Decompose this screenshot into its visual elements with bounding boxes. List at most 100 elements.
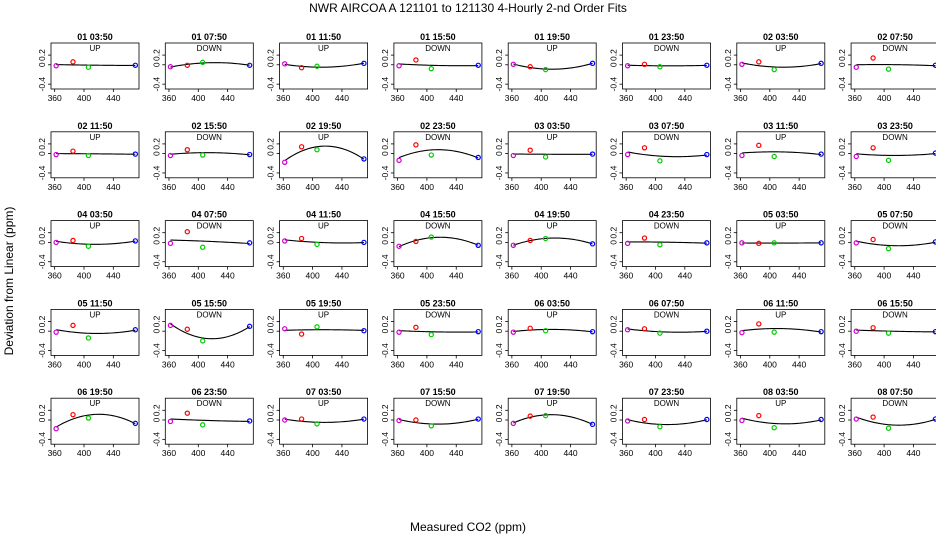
data-point bbox=[184, 147, 190, 153]
x-tick-label: 400 bbox=[191, 359, 205, 369]
x-tick-label: 360 bbox=[505, 359, 519, 369]
y-tick-label: 0.2 bbox=[609, 49, 619, 61]
x-tick-label: 440 bbox=[792, 271, 806, 281]
panel-title: 03 03:50 bbox=[534, 121, 570, 131]
data-point bbox=[199, 59, 206, 66]
panel: 07 19:50 UP 360 400 440 -0.4 00.2 bbox=[494, 387, 597, 458]
data-point bbox=[704, 62, 710, 68]
panel-direction: DOWN bbox=[425, 310, 451, 319]
data-point bbox=[282, 238, 288, 244]
data-point bbox=[184, 62, 190, 68]
data-point bbox=[641, 235, 648, 241]
y-tick-label: -0.4 bbox=[151, 77, 161, 92]
data-point bbox=[413, 324, 419, 331]
data-point bbox=[756, 240, 762, 247]
data-point bbox=[771, 425, 777, 431]
y-tick-label: 0.2 bbox=[723, 49, 733, 61]
data-point bbox=[818, 416, 824, 423]
x-tick-label: 360 bbox=[848, 182, 862, 192]
panel: 02 11:50 UP 360 400 440 -0.4 00.2 bbox=[37, 121, 140, 192]
data-point bbox=[624, 240, 631, 247]
x-tick-label: 360 bbox=[848, 448, 862, 458]
x-tick-label: 360 bbox=[390, 271, 404, 281]
panel-direction: UP bbox=[89, 44, 100, 53]
y-tick-label: 0.2 bbox=[723, 404, 733, 416]
data-point bbox=[527, 325, 533, 331]
panel-frame bbox=[164, 131, 254, 179]
y-tick-label: 0.2 bbox=[837, 49, 847, 61]
data-point bbox=[739, 417, 745, 424]
data-point bbox=[853, 153, 859, 160]
panel-direction: DOWN bbox=[654, 399, 680, 408]
y-tick-label: 0 bbox=[151, 62, 161, 67]
data-point bbox=[885, 157, 892, 164]
data-point bbox=[870, 236, 876, 243]
data-point bbox=[870, 145, 876, 151]
panel-title: 07 19:50 bbox=[534, 387, 570, 397]
data-point bbox=[542, 235, 549, 242]
panel-direction: UP bbox=[89, 399, 100, 408]
panel: 01 19:50 UP 360 400 440 -0.4 00.2 bbox=[494, 32, 597, 103]
x-tick-label: 400 bbox=[534, 448, 548, 458]
x-tick-label: 400 bbox=[420, 359, 434, 369]
panel-direction: UP bbox=[318, 222, 329, 231]
fit-curve bbox=[170, 62, 250, 68]
data-point bbox=[756, 412, 762, 419]
panel: 03 07:50 DOWN 360 400 440 -0.4 00.2 bbox=[609, 121, 711, 192]
data-point bbox=[298, 416, 305, 422]
x-tick-label: 360 bbox=[48, 359, 62, 369]
panel: 07 23:50 DOWN 360 400 440 -0.4 00.2 bbox=[609, 387, 711, 458]
panel-direction: UP bbox=[775, 222, 786, 231]
data-point bbox=[542, 328, 549, 334]
x-tick-label: 400 bbox=[191, 448, 205, 458]
y-tick-label: 0 bbox=[380, 417, 390, 422]
x-tick-label: 360 bbox=[162, 271, 176, 281]
panel-direction: DOWN bbox=[654, 44, 680, 53]
y-tick-label: 0 bbox=[494, 417, 504, 422]
data-point bbox=[361, 239, 367, 246]
data-point bbox=[314, 147, 320, 153]
y-tick-label: -0.4 bbox=[266, 77, 276, 92]
data-point bbox=[199, 422, 206, 428]
x-tick-label: 360 bbox=[162, 93, 176, 103]
data-point bbox=[932, 416, 936, 422]
x-tick-label: 440 bbox=[792, 448, 806, 458]
panel-frame bbox=[736, 42, 826, 90]
data-point bbox=[85, 64, 92, 70]
panel-title: 04 15:50 bbox=[420, 210, 456, 220]
panel-frame bbox=[279, 308, 369, 356]
panel-frame bbox=[393, 308, 483, 356]
y-tick-label: -0.4 bbox=[723, 165, 733, 180]
fit-curve bbox=[284, 418, 365, 423]
data-point bbox=[510, 61, 517, 68]
x-tick-label: 360 bbox=[162, 448, 176, 458]
x-tick-label: 440 bbox=[678, 182, 692, 192]
panel: 05 07:50 DOWN 360 400 440 -0.4 00.2 bbox=[837, 210, 936, 281]
fit-curve bbox=[284, 62, 365, 68]
panel-frame bbox=[850, 308, 936, 356]
data-point bbox=[870, 414, 876, 420]
x-tick-label: 400 bbox=[191, 93, 205, 103]
fit-curve bbox=[56, 64, 136, 67]
panel: 01 03:50 UP 360 400 440 -0.4 00.2 bbox=[37, 32, 140, 103]
data-point bbox=[53, 329, 59, 335]
panel-direction: UP bbox=[547, 44, 558, 53]
panel-title: 01 19:50 bbox=[534, 32, 570, 42]
x-tick-label: 440 bbox=[678, 448, 692, 458]
panel-title: 06 03:50 bbox=[534, 298, 570, 308]
panel-direction: UP bbox=[318, 44, 329, 53]
x-tick-label: 400 bbox=[77, 271, 91, 281]
data-point bbox=[510, 420, 517, 427]
panel: 05 19:50 UP 360 400 440 -0.4 0 0.2 bbox=[266, 298, 369, 369]
x-tick-label: 440 bbox=[906, 182, 920, 192]
fit-curve bbox=[856, 329, 936, 333]
data-point bbox=[475, 242, 481, 248]
data-point bbox=[70, 411, 76, 418]
data-point bbox=[932, 62, 936, 68]
panel-title: 06 07:50 bbox=[649, 298, 685, 308]
data-point bbox=[818, 328, 824, 335]
data-point bbox=[361, 328, 367, 334]
fit-curve bbox=[627, 419, 707, 426]
data-point bbox=[475, 62, 481, 68]
panel: 06 07:50 DOWN 360 400 440 -0.4 0 0.2 bbox=[609, 298, 711, 369]
